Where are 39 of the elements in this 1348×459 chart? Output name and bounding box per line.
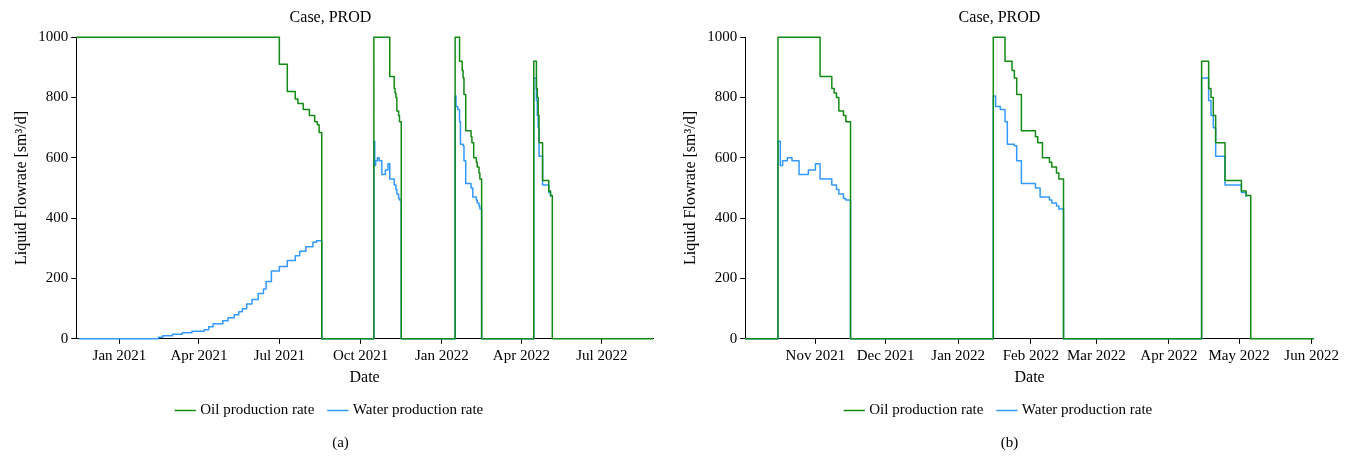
y-tick-label: 800 [45, 88, 69, 105]
x-tick-label: May 2022 [1208, 346, 1270, 363]
x-tick-label: Jun 2022 [1284, 346, 1339, 363]
y-tick-label: 600 [714, 148, 738, 165]
x-axis-title: Date [1014, 367, 1045, 385]
legend-label: Oil production rate [869, 401, 984, 418]
x-tick-label: Jan 2021 [92, 346, 147, 363]
chart-title: Case, PROD [958, 7, 1041, 25]
text: (a) [332, 434, 349, 451]
legend-label: Oil production rate [200, 401, 315, 418]
y-tick-label: 600 [45, 148, 69, 165]
text: (b) [1000, 434, 1019, 451]
y-tick-label: 400 [714, 209, 738, 226]
x-tick-label: Nov 2021 [785, 346, 846, 363]
x-tick-label: Mar 2022 [1066, 346, 1126, 363]
x-axis-title: Date [349, 367, 380, 385]
chart-title: Case, PROD [289, 7, 372, 25]
y-axis-title: Liquid Flowrate [sm³/d] [11, 110, 30, 266]
y-tick-label: 400 [45, 209, 69, 226]
x-tick-label: Jul 2021 [253, 346, 305, 363]
legend-label: Water production rate [1021, 401, 1153, 418]
x-tick-label: Jan 2022 [931, 346, 986, 363]
y-tick-label: 0 [60, 329, 69, 346]
y-tick-label: 1000 [707, 28, 738, 45]
x-tick-label: Apr 2022 [492, 346, 550, 363]
x-tick-label: Feb 2022 [1002, 346, 1059, 363]
x-tick-label: Jul 2022 [576, 346, 628, 363]
x-tick-label: Apr 2021 [170, 346, 228, 363]
y-tick-label: 200 [45, 269, 69, 286]
x-tick-label: Jan 2022 [415, 346, 469, 363]
legend-label: Water production rate [352, 401, 484, 418]
x-tick-label: Oct 2021 [332, 346, 389, 363]
x-tick-label: Apr 2022 [1140, 346, 1198, 363]
y-tick-label: 1000 [38, 28, 69, 45]
y-tick-label: 800 [714, 88, 738, 105]
y-tick-label: 200 [714, 269, 738, 286]
y-axis-title: Liquid Flowrate [sm³/d] [680, 110, 699, 266]
x-tick-label: Dec 2021 [856, 346, 915, 363]
y-tick-label: 0 [729, 329, 738, 346]
